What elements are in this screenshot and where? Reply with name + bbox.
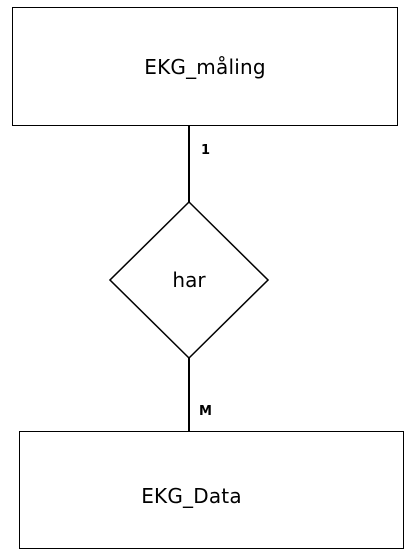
entity-ekg-maling-label: EKG_måling bbox=[144, 54, 266, 79]
connector-line-top bbox=[188, 126, 190, 202]
cardinality-top: 1 bbox=[201, 143, 211, 158]
cardinality-bottom: M bbox=[199, 404, 212, 419]
connector-line-bottom bbox=[188, 357, 190, 431]
relationship-har-label: har bbox=[172, 268, 206, 292]
entity-ekg-maling: EKG_måling bbox=[12, 7, 398, 126]
entity-ekg-data: EKG_Data bbox=[19, 431, 404, 549]
relationship-har: har bbox=[109, 201, 269, 359]
entity-ekg-data-label: EKG_Data bbox=[141, 484, 242, 508]
